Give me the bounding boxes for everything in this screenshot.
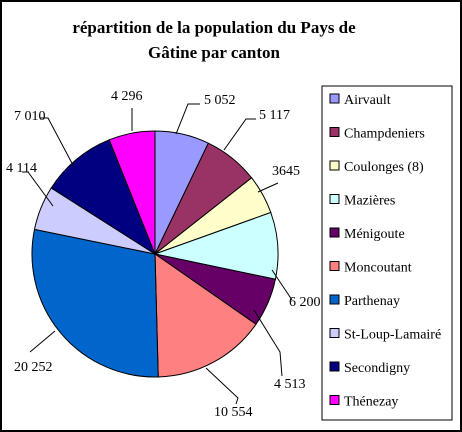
data-label: 20 252 bbox=[14, 360, 53, 375]
legend-label: Coulonges (8) bbox=[344, 160, 424, 175]
legend-box bbox=[321, 85, 453, 421]
data-label: 6 200 bbox=[289, 295, 321, 310]
legend-swatch bbox=[329, 261, 340, 271]
chart-title-line-2: Gâtine par canton bbox=[148, 43, 280, 62]
legend-label: St-Loup-Lamairé bbox=[344, 328, 441, 343]
leader-line bbox=[223, 118, 256, 151]
legend-swatch bbox=[329, 294, 340, 305]
pie-slice-secondigny bbox=[50, 139, 157, 256]
legend-swatch bbox=[329, 395, 340, 405]
data-label: 3645 bbox=[272, 164, 300, 179]
leader-lines bbox=[22, 103, 293, 405]
leader-line bbox=[257, 182, 279, 193]
legend-label: Mazières bbox=[344, 194, 395, 209]
legend-swatch bbox=[329, 160, 340, 171]
legend-swatch bbox=[329, 361, 340, 372]
legend-swatch bbox=[329, 194, 340, 204]
chart-title-line-1: répartition de la population du Pays de bbox=[72, 18, 356, 37]
leader-line bbox=[205, 367, 239, 405]
data-label: 4 114 bbox=[6, 161, 37, 176]
legend: Airvault Champdeniers Coulonges (8) Mazière… bbox=[329, 93, 441, 410]
leader-line bbox=[40, 117, 75, 168]
data-label: 7 010 bbox=[14, 109, 46, 124]
leader-line bbox=[175, 103, 200, 135]
leader-line bbox=[22, 171, 54, 207]
leader-line bbox=[253, 309, 283, 377]
legend-label: Moncoutant bbox=[344, 261, 412, 276]
legend-swatch bbox=[329, 227, 340, 238]
data-label: 4 513 bbox=[274, 377, 306, 392]
legend-label: Thénezay bbox=[344, 395, 398, 410]
leader-line bbox=[29, 330, 56, 353]
legend-swatch bbox=[329, 127, 340, 137]
pie-slice-moncoutant bbox=[154, 253, 257, 378]
legend-swatch bbox=[329, 93, 340, 104]
legend-label: Ménigoute bbox=[344, 227, 405, 242]
pie-slice-th-nezay bbox=[108, 130, 156, 255]
legend-swatch bbox=[329, 328, 340, 338]
leader-line bbox=[271, 269, 293, 301]
pie-slice-parthenay bbox=[31, 228, 159, 378]
data-labels: 5 052 5 117 3645 6 200 4 513 10 554 20 252 4 11… bbox=[6, 89, 321, 420]
data-label: 5 117 bbox=[259, 108, 290, 123]
legend-label: Champdeniers bbox=[344, 127, 425, 142]
data-label: 4 296 bbox=[111, 89, 143, 104]
legend-label: Secondigny bbox=[344, 361, 410, 376]
legend-label: Parthenay bbox=[344, 294, 400, 309]
pie-slices bbox=[31, 130, 279, 378]
legend-label: Airvault bbox=[344, 93, 391, 108]
data-label: 10 554 bbox=[214, 405, 253, 420]
data-label: 5 052 bbox=[204, 93, 236, 108]
